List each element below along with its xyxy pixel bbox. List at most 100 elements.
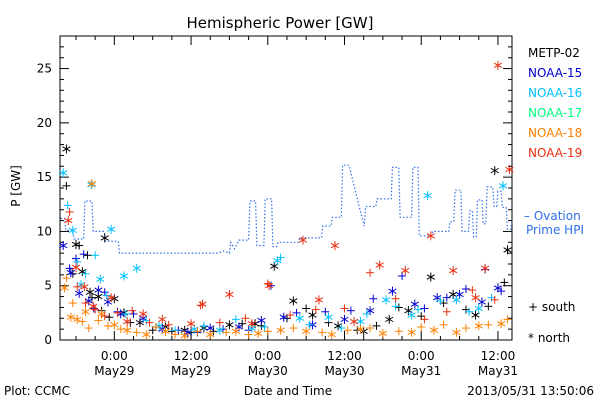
north-point: [496, 319, 506, 329]
north-point: [198, 299, 207, 309]
south-point: [167, 327, 176, 336]
north-point-arm: [365, 308, 375, 314]
north-point: [132, 263, 141, 273]
legend-ovation-1: – Ovation: [524, 209, 581, 223]
north-point: [401, 266, 410, 276]
south-point: [263, 327, 272, 336]
data-points: [59, 60, 514, 341]
north-point-arm: [356, 318, 365, 325]
south-point: [193, 327, 202, 336]
north-point-arm: [474, 305, 483, 312]
x-tick-date: May31: [478, 364, 518, 378]
south-point: [369, 294, 378, 303]
north-point: [493, 283, 503, 293]
north-point: [78, 267, 87, 277]
north-point-arm: [84, 298, 93, 304]
y-tick-label: 20: [37, 116, 52, 130]
north-point: [279, 312, 288, 322]
south-point: [394, 327, 403, 336]
north-point-arm: [477, 299, 487, 305]
north-point: [87, 179, 97, 189]
north-point-arm: [132, 265, 141, 272]
north-point-arm: [385, 316, 394, 323]
north-point-arm: [198, 301, 207, 307]
north-point: [225, 289, 234, 299]
north-point-arm: [426, 274, 435, 280]
north-point-arm: [161, 328, 170, 334]
north-point: [295, 313, 304, 323]
north-point: [264, 281, 274, 291]
north-point-arm: [225, 291, 234, 298]
north-point: [75, 288, 84, 298]
south-point: [439, 320, 448, 329]
x-tick-time: 0:00: [254, 349, 281, 363]
south-point: [436, 296, 445, 305]
north-point-arm: [110, 322, 119, 328]
north-point-arm: [264, 283, 274, 289]
north-point-arm: [490, 167, 499, 174]
south-point: [321, 307, 330, 316]
south-point: [65, 264, 74, 273]
north-point: [158, 314, 167, 324]
north-point: [73, 314, 82, 324]
south-point: [171, 330, 180, 339]
south-point: [500, 278, 509, 287]
south-point: [461, 324, 470, 333]
north-point: [71, 262, 81, 272]
north-point-arm: [455, 291, 464, 298]
north-point-arm: [505, 166, 514, 173]
north-point: [270, 261, 279, 271]
north-point-arm: [496, 321, 506, 327]
north-point: [455, 289, 464, 299]
south-point: [398, 271, 407, 280]
south-point: [73, 257, 82, 266]
south-point: [311, 305, 320, 314]
north-point-arm: [375, 262, 384, 268]
north-point-arm: [122, 327, 132, 333]
south-point: [366, 324, 375, 333]
south-point: [442, 307, 451, 316]
north-point: [122, 325, 132, 335]
north-point-arm: [295, 315, 304, 321]
south-point: [276, 253, 285, 262]
plot-frame: [59, 35, 513, 341]
north-point-arm: [308, 312, 317, 318]
north-point-arm: [180, 332, 189, 339]
north-point: [62, 144, 71, 154]
north-point-arm: [279, 314, 288, 320]
north-point: [190, 324, 199, 334]
x-tick-time: 12:00: [327, 349, 362, 363]
x-tick-date: May31: [401, 364, 441, 378]
north-point: [96, 274, 105, 284]
x-tick-time: 0:00: [101, 349, 128, 363]
south-point: [73, 282, 82, 291]
y-tick-label: 10: [37, 224, 52, 238]
y-tick-label: 5: [44, 279, 52, 293]
north-point: [276, 325, 285, 335]
north-point-arm: [87, 180, 97, 187]
south-point: [414, 305, 423, 314]
north-point-arm: [142, 331, 151, 338]
north-point-arm: [324, 314, 333, 320]
south-point: [465, 307, 474, 316]
chart-title: Hemispheric Power [GW]: [187, 14, 374, 32]
north-point: [324, 312, 333, 322]
north-point: [381, 295, 391, 305]
north-point: [59, 168, 68, 178]
north-point: [106, 293, 116, 303]
north-point: [138, 309, 148, 319]
south-point: [105, 313, 114, 322]
north-point: [225, 320, 234, 330]
north-point-arm: [206, 325, 215, 331]
south-point: [65, 207, 74, 216]
south-point: [305, 320, 314, 329]
north-point: [426, 231, 435, 241]
north-point: [71, 239, 81, 249]
north-point: [87, 180, 96, 190]
north-point-arm: [247, 321, 256, 327]
north-point-arm: [215, 327, 224, 333]
south-point: [241, 314, 250, 323]
north-point: [349, 317, 359, 327]
north-point: [452, 295, 461, 305]
